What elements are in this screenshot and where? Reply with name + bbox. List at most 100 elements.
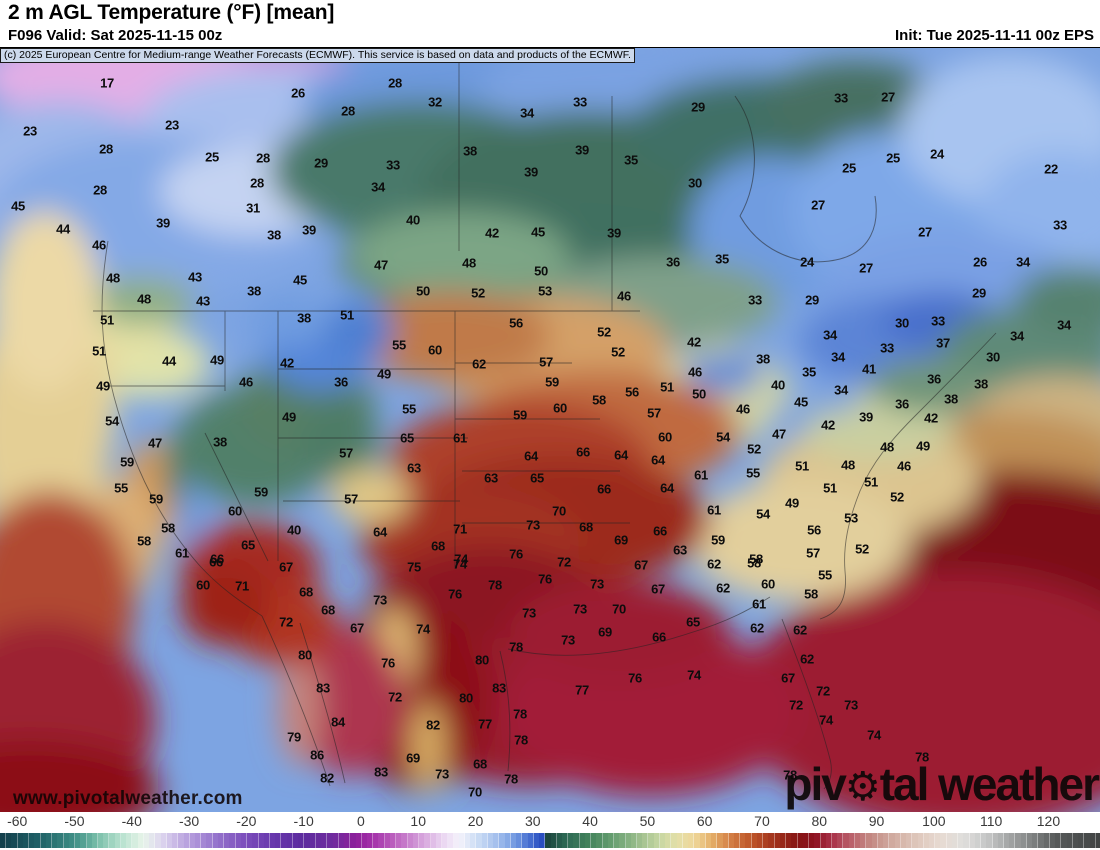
colorbar-segment xyxy=(866,833,872,848)
station-temperature: 48 xyxy=(137,291,151,307)
station-temperature: 40 xyxy=(406,212,420,228)
station-temperature: 46 xyxy=(92,237,106,253)
station-temperature: 45 xyxy=(11,198,25,214)
init-time-label: Init: Tue 2025-11-11 00z EPS xyxy=(895,27,1094,44)
station-temperature: 51 xyxy=(92,343,106,359)
station-temperature: 55 xyxy=(114,480,128,496)
colorbar-segment xyxy=(591,833,597,848)
colorbar-segment xyxy=(235,833,241,848)
station-temperature: 55 xyxy=(818,567,832,583)
colorbar-segment xyxy=(367,833,374,848)
colorbar-segment xyxy=(224,833,230,848)
colorbar-segment xyxy=(642,833,649,848)
colorbar-segment xyxy=(722,833,729,848)
station-temperature: 72 xyxy=(388,689,402,705)
station-temperature: 74 xyxy=(819,712,833,728)
station-temperature: 66 xyxy=(652,629,666,645)
station-temperature: 59 xyxy=(711,532,725,548)
colorbar-segment xyxy=(751,833,757,848)
station-temperature: 33 xyxy=(748,292,762,308)
scale-tick-label: 90 xyxy=(868,813,885,829)
field-blob xyxy=(350,211,570,301)
station-temperature: 49 xyxy=(96,378,110,394)
station-temperature: 53 xyxy=(538,283,552,299)
colorbar-segment xyxy=(435,833,443,848)
station-temperature: 39 xyxy=(302,222,316,238)
station-temperature: 33 xyxy=(573,94,587,110)
station-temperature: 35 xyxy=(802,364,816,380)
station-temperature: 29 xyxy=(805,292,819,308)
title-block: 2 m AGL Temperature (°F) [mean] F096 Val… xyxy=(0,0,1100,47)
station-temperature: 27 xyxy=(918,224,932,240)
colorbar-segment xyxy=(252,833,259,848)
colorbar-segment xyxy=(453,833,459,848)
station-temperature: 38 xyxy=(297,310,311,326)
station-temperature: 47 xyxy=(374,257,388,273)
colorbar-segment xyxy=(29,833,35,848)
colorbar-segment xyxy=(1020,833,1027,848)
colorbar-segment xyxy=(1026,833,1033,848)
colorbar-segment xyxy=(481,833,488,848)
colorbar-segment xyxy=(763,833,769,848)
station-temperature: 73 xyxy=(561,632,575,648)
station-temperature: 52 xyxy=(747,441,761,457)
station-temperature: 51 xyxy=(864,474,878,490)
scale-tick-label: 100 xyxy=(922,813,946,829)
station-temperature: 57 xyxy=(344,491,358,507)
colorbar-segment xyxy=(132,833,138,848)
station-temperature: 59 xyxy=(254,484,268,500)
scale-tick-label: 80 xyxy=(811,813,828,829)
station-temperature: 78 xyxy=(783,767,797,783)
colorbar-segment xyxy=(476,833,482,848)
field-blob xyxy=(410,701,446,791)
scale-tick-label: 60 xyxy=(696,813,713,829)
station-temperature: 30 xyxy=(688,175,702,191)
colorbar-segment xyxy=(120,833,127,848)
colorbar-segment xyxy=(178,833,184,848)
field-blob xyxy=(350,291,550,381)
field-blob xyxy=(300,401,380,481)
station-temperature: 34 xyxy=(823,327,837,343)
station-temperature: 68 xyxy=(473,756,487,772)
station-temperature: 60 xyxy=(228,503,242,519)
colorbar-segment xyxy=(292,833,299,848)
colorbar-segment xyxy=(321,833,328,848)
station-temperature: 23 xyxy=(23,123,37,139)
station-temperature: 67 xyxy=(651,581,665,597)
station-temperature: 49 xyxy=(282,409,296,425)
station-temperature: 65 xyxy=(400,430,414,446)
colorbar-segment xyxy=(522,833,528,848)
station-temperature: 58 xyxy=(137,533,151,549)
colorbar-segment xyxy=(958,833,964,848)
colorbar-segment xyxy=(229,833,236,848)
colorbar-segment xyxy=(34,833,41,848)
field-blob xyxy=(180,566,270,646)
colorbar-segment xyxy=(11,833,18,848)
colorbar-segment xyxy=(740,833,746,848)
station-temperature: 59 xyxy=(513,407,527,423)
station-temperature: 36 xyxy=(895,396,909,412)
colorbar-segment xyxy=(304,833,310,848)
station-temperature: 29 xyxy=(691,99,705,115)
station-temperature: 82 xyxy=(426,717,440,733)
station-temperature: 35 xyxy=(715,251,729,267)
station-temperature: 52 xyxy=(471,285,485,301)
station-temperature: 47 xyxy=(772,426,786,442)
scale-tick-label: -30 xyxy=(178,813,200,829)
colorbar-segment xyxy=(212,833,218,848)
colorbar-segment xyxy=(728,833,734,848)
colorbar-segment xyxy=(889,833,895,848)
field-blob xyxy=(0,211,100,391)
station-temperature: 58 xyxy=(161,520,175,536)
station-temperature: 72 xyxy=(816,683,830,699)
colorbar-segment xyxy=(217,833,225,848)
colorbar-segment xyxy=(378,833,385,848)
colorbar-segment xyxy=(573,833,580,848)
station-temperature: 34 xyxy=(1016,254,1030,270)
station-temperature: 46 xyxy=(239,374,253,390)
station-temperature: 48 xyxy=(880,439,894,455)
field-blob xyxy=(295,626,405,776)
colorbar-segment xyxy=(189,833,195,848)
station-temperature: 45 xyxy=(531,224,545,240)
colorbar-segment xyxy=(86,833,92,848)
